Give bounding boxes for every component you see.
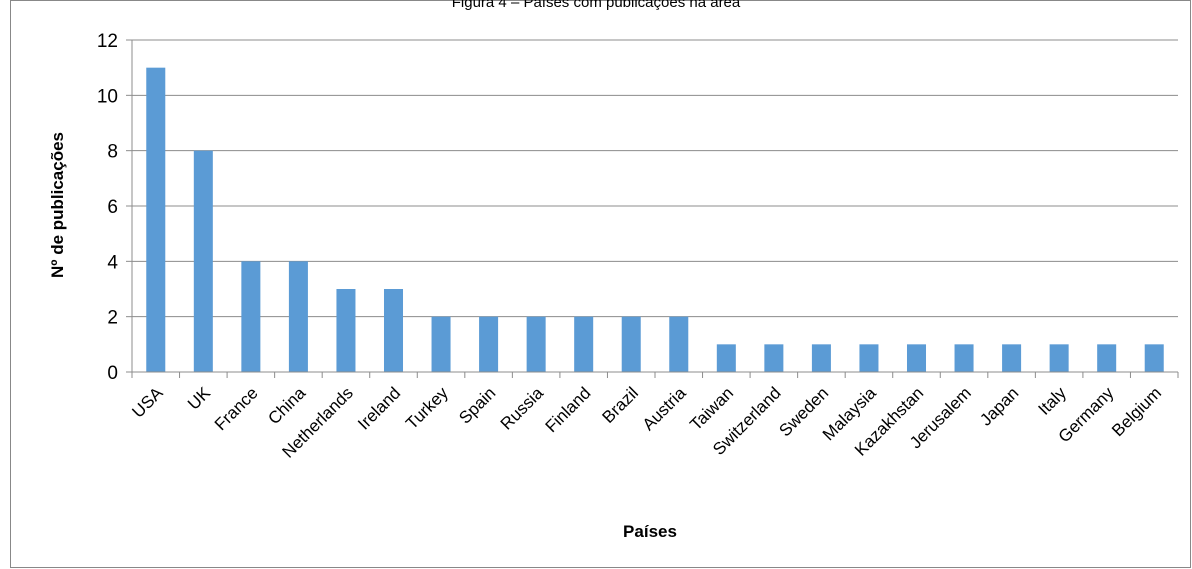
bar <box>193 150 213 372</box>
x-tick-label: Italy <box>1034 383 1070 419</box>
bar <box>383 289 404 372</box>
x-tick-label: Ireland <box>354 383 404 433</box>
y-tick-label: 10 <box>97 86 118 107</box>
bar <box>906 344 927 372</box>
bar <box>1002 344 1022 372</box>
x-tick-label: Russia <box>497 383 548 434</box>
chart-title: Figura 4 – Países com publicações na áre… <box>451 0 741 11</box>
y-tick-label: 4 <box>107 252 118 273</box>
bar <box>146 67 166 373</box>
y-tick-label: 12 <box>97 31 118 52</box>
bar <box>954 344 974 372</box>
x-axis-title: Países <box>623 522 677 541</box>
x-tick-label: France <box>211 383 262 434</box>
y-tick-label: 6 <box>107 197 118 218</box>
x-tick-label: Finland <box>542 383 595 436</box>
x-tick-label: Japan <box>976 383 1022 429</box>
bar <box>669 316 689 372</box>
bar <box>431 316 451 372</box>
bar <box>859 344 879 372</box>
y-tick-label: 2 <box>107 308 118 329</box>
y-tick-label: 0 <box>107 363 118 384</box>
y-axis-title: Nº de publicações <box>48 132 67 278</box>
x-tick-label: Belgium <box>1108 383 1165 440</box>
bar <box>574 316 594 372</box>
y-tick-label: 8 <box>107 142 118 163</box>
bar <box>621 316 641 372</box>
x-tick-label: China <box>264 383 309 428</box>
x-tick-label: Austria <box>639 383 690 434</box>
bar <box>479 316 499 372</box>
bar <box>336 289 356 372</box>
x-tick-label: USA <box>128 383 167 422</box>
x-tick-label: Turkey <box>402 383 452 433</box>
x-tick-label: UK <box>184 383 215 414</box>
bar <box>1144 344 1164 372</box>
bar <box>1049 344 1069 372</box>
bar <box>716 344 736 372</box>
x-tick-label: Brazil <box>599 383 642 426</box>
x-tick-label: Spain <box>455 383 499 427</box>
bar <box>241 261 261 372</box>
bar <box>764 344 784 372</box>
bar <box>811 344 831 372</box>
bar <box>526 316 546 372</box>
bar <box>288 261 308 372</box>
bar <box>1097 344 1117 372</box>
